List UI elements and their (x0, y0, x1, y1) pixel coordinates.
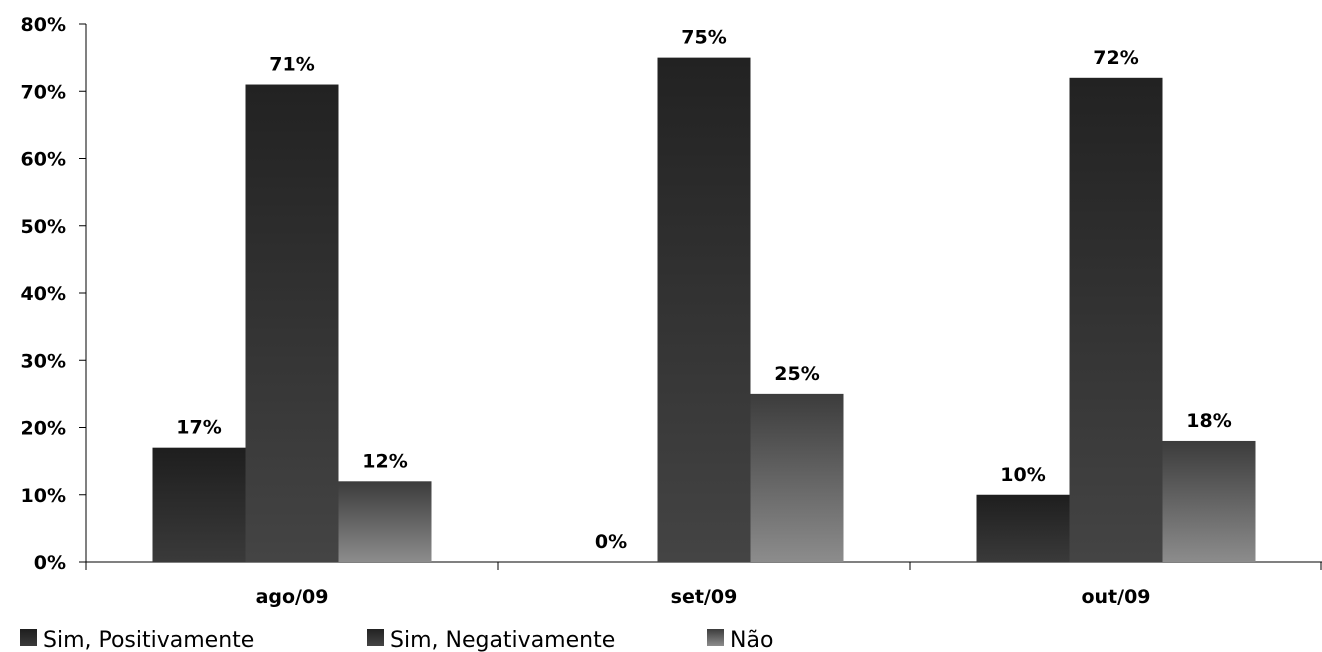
data-labels: 17% 71% 12% 0% 75% 25% 10% 72% 18% (176, 27, 1231, 553)
legend-item: Sim, Positivamente (20, 628, 254, 652)
legend-swatch (367, 629, 384, 646)
data-label: 0% (595, 531, 627, 553)
legend-label: Não (730, 628, 773, 652)
data-label: 10% (1000, 464, 1045, 486)
x-axis: ago/09 set/09 out/09 (85, 561, 1322, 608)
y-tick-label: 10% (21, 485, 66, 507)
bar (245, 84, 339, 563)
legend-item: Não (707, 628, 773, 652)
data-label: 12% (362, 450, 407, 472)
x-category-label: ago/09 (256, 586, 329, 608)
legend-swatch (20, 629, 37, 646)
data-label: 17% (176, 417, 221, 439)
bar (338, 481, 432, 562)
y-tick-label: 0% (34, 552, 66, 574)
bar (657, 57, 751, 562)
y-tick-label: 20% (21, 418, 66, 440)
legend-label: Sim, Positivamente (43, 628, 254, 652)
y-tick-label: 50% (21, 216, 66, 238)
data-label: 71% (269, 54, 314, 76)
bars (152, 57, 1256, 563)
y-tick-label: 80% (21, 14, 66, 36)
y-tick-label: 30% (21, 350, 66, 372)
y-axis: 0% 10% 20% 30% 40% 50% 60% 70% 80% (21, 14, 87, 574)
data-label: 72% (1093, 47, 1138, 69)
y-tick-label: 70% (21, 81, 66, 103)
legend-item: Sim, Negativamente (367, 628, 615, 652)
legend-swatch (707, 629, 724, 646)
bar (152, 447, 246, 562)
data-label: 18% (1186, 410, 1231, 432)
x-category-label: out/09 (1081, 586, 1150, 608)
data-label: 75% (681, 27, 726, 49)
y-tick-label: 60% (21, 149, 66, 171)
legend: Sim, Positivamente Sim, Negativamente Não (20, 628, 773, 652)
bar (1069, 77, 1163, 563)
bar (976, 494, 1070, 562)
x-category-label: set/09 (671, 586, 738, 608)
bar (750, 393, 844, 562)
legend-label: Sim, Negativamente (390, 628, 615, 652)
data-label: 25% (774, 363, 819, 385)
y-tick-label: 40% (21, 283, 66, 305)
bar (1162, 440, 1256, 562)
